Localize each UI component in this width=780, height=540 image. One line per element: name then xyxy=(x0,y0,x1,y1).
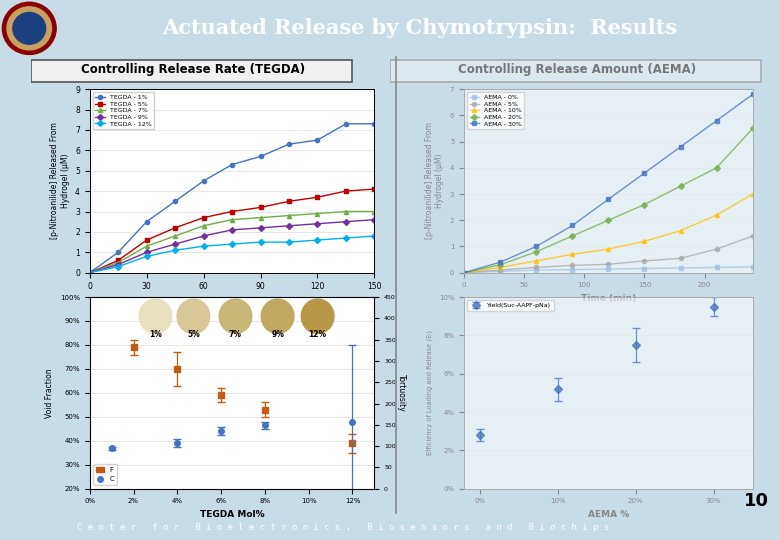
AEMA - 0% xyxy=(568,266,577,273)
X-axis label: TEGDA Mol%: TEGDA Mol% xyxy=(200,510,264,519)
AEMA - 30% xyxy=(675,144,685,150)
AEMA - 20% xyxy=(495,261,505,268)
Y-axis label: [p-Nitroanilide] Released From
Hydrogel (μM): [p-Nitroanilide] Released From Hydrogel … xyxy=(50,123,69,239)
AEMA - 20% xyxy=(568,233,577,239)
Legend: TEGDA - 1%, TEGDA - 5%, TEGDA - 7%, TEGDA - 9%, TEGDA - 12%: TEGDA - 1%, TEGDA - 5%, TEGDA - 7%, TEGD… xyxy=(93,92,154,129)
AEMA - 20% xyxy=(604,217,613,224)
Text: 9%: 9% xyxy=(271,330,284,339)
Line: AEMA - 30%: AEMA - 30% xyxy=(462,92,755,275)
Text: 7%: 7% xyxy=(229,330,242,339)
AEMA - 20% xyxy=(459,269,469,276)
AEMA - 10% xyxy=(748,191,757,197)
Text: 5%: 5% xyxy=(187,330,200,339)
AEMA - 20% xyxy=(675,183,685,190)
AEMA - 30% xyxy=(532,243,541,249)
Ellipse shape xyxy=(139,299,172,334)
AEMA - 10% xyxy=(568,251,577,258)
AEMA - 10% xyxy=(604,246,613,252)
AEMA - 5% xyxy=(532,264,541,271)
AEMA - 0% xyxy=(459,269,469,276)
AEMA - 10% xyxy=(495,264,505,271)
AEMA - 30% xyxy=(712,117,722,124)
AEMA - 20% xyxy=(748,125,757,132)
Line: AEMA - 10%: AEMA - 10% xyxy=(462,192,755,275)
FancyBboxPatch shape xyxy=(31,59,352,82)
AEMA - 5% xyxy=(604,261,613,267)
Line: AEMA - 0%: AEMA - 0% xyxy=(462,265,755,275)
Y-axis label: [p-Nitroanilide] Released From
Hydrogel (μM): [p-Nitroanilide] Released From Hydrogel … xyxy=(425,123,445,239)
AEMA - 5% xyxy=(640,258,649,264)
AEMA - 5% xyxy=(748,233,757,239)
Y-axis label: Efficiency of Loading and Release (Eₗ): Efficiency of Loading and Release (Eₗ) xyxy=(427,330,433,455)
Ellipse shape xyxy=(219,299,252,334)
X-axis label: Time (min): Time (min) xyxy=(204,297,260,306)
Line: AEMA - 5%: AEMA - 5% xyxy=(462,234,755,275)
Text: C e n t e r   f o r   B i o e l e c t r o n i c s ,   B i o s e n s o r s   a n : C e n t e r f o r B i o e l e c t r o n … xyxy=(77,523,609,531)
Text: 12%: 12% xyxy=(309,330,327,339)
AEMA - 10% xyxy=(675,227,685,234)
FancyBboxPatch shape xyxy=(390,59,760,82)
AEMA - 30% xyxy=(495,259,505,266)
AEMA - 0% xyxy=(712,264,722,271)
AEMA - 10% xyxy=(532,258,541,264)
Circle shape xyxy=(12,12,45,44)
AEMA - 10% xyxy=(640,238,649,245)
AEMA - 20% xyxy=(532,248,541,255)
AEMA - 0% xyxy=(532,267,541,273)
Text: 1%: 1% xyxy=(149,330,162,339)
Circle shape xyxy=(7,7,51,50)
AEMA - 5% xyxy=(495,267,505,273)
AEMA - 0% xyxy=(748,264,757,270)
X-axis label: AEMA %: AEMA % xyxy=(588,510,629,519)
Legend: AEMA - 0%, AEMA - 5%, AEMA - 10%, AEMA - 20%, AEMA - 30%: AEMA - 0%, AEMA - 5%, AEMA - 10%, AEMA -… xyxy=(467,92,524,129)
Text: Actuated Release by Chymotrypsin:  Results: Actuated Release by Chymotrypsin: Result… xyxy=(161,18,677,38)
X-axis label: Time (min): Time (min) xyxy=(581,294,636,303)
AEMA - 5% xyxy=(568,262,577,268)
AEMA - 30% xyxy=(640,170,649,176)
AEMA - 20% xyxy=(712,165,722,171)
Text: Controlling Release Rate (TEGDA): Controlling Release Rate (TEGDA) xyxy=(81,63,305,76)
Ellipse shape xyxy=(177,299,210,334)
AEMA - 30% xyxy=(604,196,613,202)
AEMA - 30% xyxy=(459,269,469,276)
Legend: Yield(Suc-AAPF-pNa): Yield(Suc-AAPF-pNa) xyxy=(467,300,554,310)
Ellipse shape xyxy=(261,299,294,334)
Y-axis label: Tortuosity: Tortuosity xyxy=(396,374,406,411)
AEMA - 5% xyxy=(459,269,469,276)
Ellipse shape xyxy=(301,299,334,334)
AEMA - 5% xyxy=(675,255,685,261)
Y-axis label: Void Fraction: Void Fraction xyxy=(45,368,55,417)
AEMA - 0% xyxy=(495,268,505,275)
Line: AEMA - 20%: AEMA - 20% xyxy=(462,126,755,275)
Text: Controlling Release Amount (AEMA): Controlling Release Amount (AEMA) xyxy=(458,63,697,76)
Legend: F, C: F, C xyxy=(93,464,117,485)
AEMA - 5% xyxy=(712,246,722,252)
AEMA - 10% xyxy=(459,269,469,276)
AEMA - 0% xyxy=(675,265,685,271)
AEMA - 0% xyxy=(604,266,613,272)
AEMA - 30% xyxy=(748,91,757,98)
AEMA - 30% xyxy=(568,222,577,229)
Circle shape xyxy=(2,2,56,55)
AEMA - 20% xyxy=(640,201,649,208)
AEMA - 0% xyxy=(640,265,649,272)
Text: 10: 10 xyxy=(744,491,769,510)
AEMA - 10% xyxy=(712,212,722,218)
